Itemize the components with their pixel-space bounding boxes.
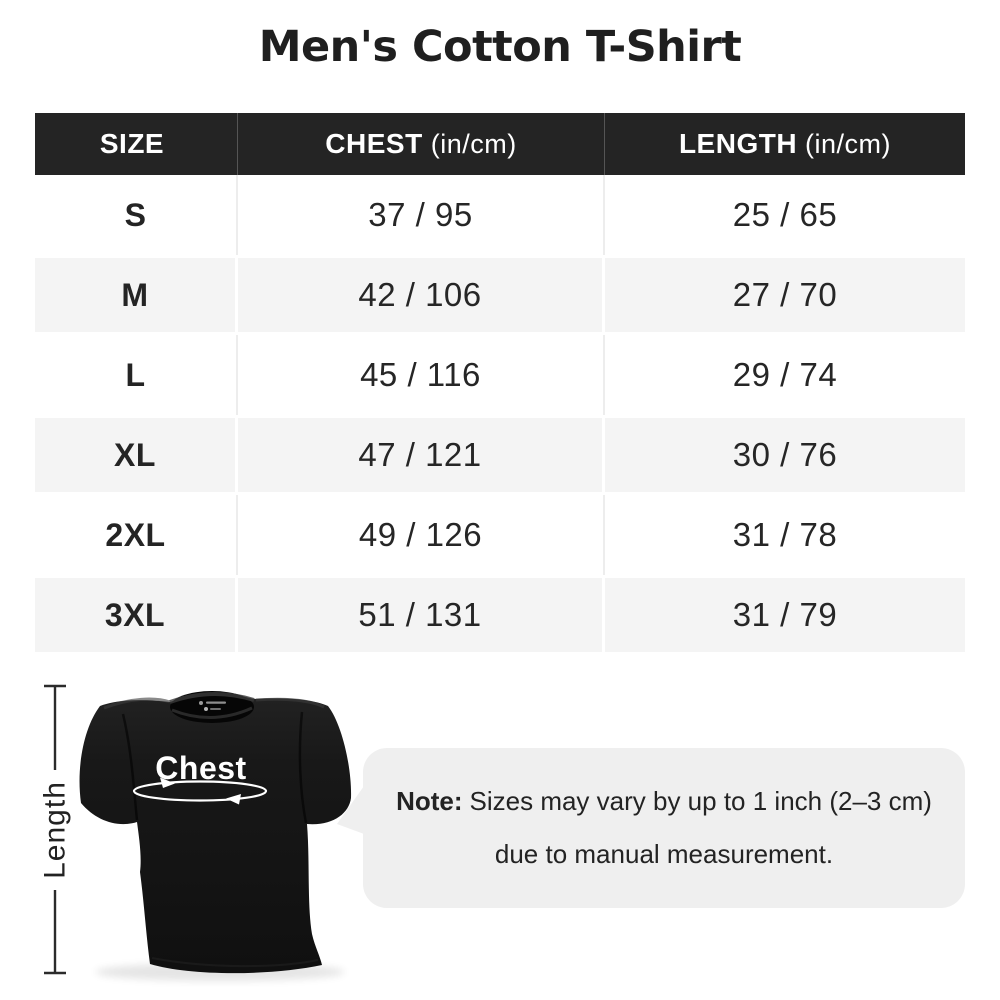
size-cell: L — [35, 335, 238, 415]
table-row: M 42 / 106 27 / 70 — [35, 255, 965, 335]
chest-arrowhead-left — [226, 794, 241, 805]
chest-measure-ellipse-icon — [132, 777, 268, 805]
note-rest: Sizes may vary by up to 1 inch (2–3 cm) — [469, 786, 932, 816]
note-prefix: Note: — [396, 786, 463, 816]
table-row: L 45 / 116 29 / 74 — [35, 335, 965, 415]
size-chart-table: SIZE CHEST (in/cm) LENGTH (in/cm) S 37 / 9… — [35, 113, 965, 655]
chest-cell: 37 / 95 — [238, 175, 605, 255]
size-cell: XL — [35, 418, 238, 492]
size-cell: 2XL — [35, 495, 238, 575]
left-shoulder-highlight — [103, 697, 171, 710]
size-cell: S — [35, 175, 238, 255]
length-cell: 27 / 70 — [732, 276, 838, 313]
hem-highlight — [151, 957, 319, 968]
table-row: 3XL 51 / 131 31 / 79 — [35, 575, 965, 655]
header-chest-label: CHEST — [325, 128, 423, 159]
chest-cell: 45 / 116 — [238, 335, 605, 415]
header-chest-unit: (in/cm) — [430, 128, 517, 159]
length-cell: 31 / 78 — [732, 516, 838, 553]
chest-label: Chest — [155, 750, 246, 786]
header-length-unit: (in/cm) — [805, 128, 892, 159]
note-text-line2: due to manual measurement. — [494, 839, 834, 869]
length-cell: 30 / 76 — [732, 436, 838, 473]
size-cell: 3XL — [35, 578, 238, 652]
size-cell: M — [35, 258, 238, 332]
header-length-label: LENGTH — [678, 128, 798, 159]
length-measure-icon: Length — [39, 684, 72, 975]
header-cell-length: LENGTH (in/cm) — [605, 113, 965, 175]
table-row: XL 47 / 121 30 / 76 — [35, 415, 965, 495]
chest-cell: 51 / 131 — [238, 578, 605, 652]
chest-cell: 47 / 121 — [238, 418, 605, 492]
length-cell: 29 / 74 — [732, 356, 838, 393]
length-cell: 25 / 65 — [732, 196, 838, 233]
chest-arrowhead-right — [160, 777, 175, 788]
length-cell: 31 / 79 — [732, 596, 838, 633]
header-cell-size: SIZE — [35, 113, 238, 175]
header-cell-chest: CHEST (in/cm) — [238, 113, 605, 175]
collar-brand-label — [199, 701, 226, 711]
note-text-line1: Note: Sizes may vary by up to 1 inch (2–3… — [396, 786, 932, 817]
chest-cell: 42 / 106 — [238, 258, 605, 332]
length-label: Length — [39, 781, 72, 879]
left-sleeve-seam — [121, 713, 139, 821]
table-row: 2XL 49 / 126 31 / 78 — [35, 495, 965, 575]
page-title: Men's Cotton T-Shirt — [258, 22, 742, 72]
chest-cell: 49 / 126 — [238, 495, 605, 575]
note-bubble: Note: Sizes may vary by up to 1 inch (2–3… — [337, 748, 965, 908]
table-row: S 37 / 95 25 / 65 — [35, 175, 965, 255]
header-size-label: SIZE — [99, 128, 165, 159]
right-sleeve-seam — [298, 711, 308, 824]
speech-bubble-tail-icon — [337, 786, 364, 834]
tshirt-illustration: Chest — [79, 691, 352, 981]
tshirt-body — [79, 693, 352, 974]
collar-icon — [169, 691, 255, 723]
right-shoulder-highlight — [255, 697, 325, 709]
table-header-row: SIZE CHEST (in/cm) LENGTH (in/cm) — [35, 113, 965, 175]
